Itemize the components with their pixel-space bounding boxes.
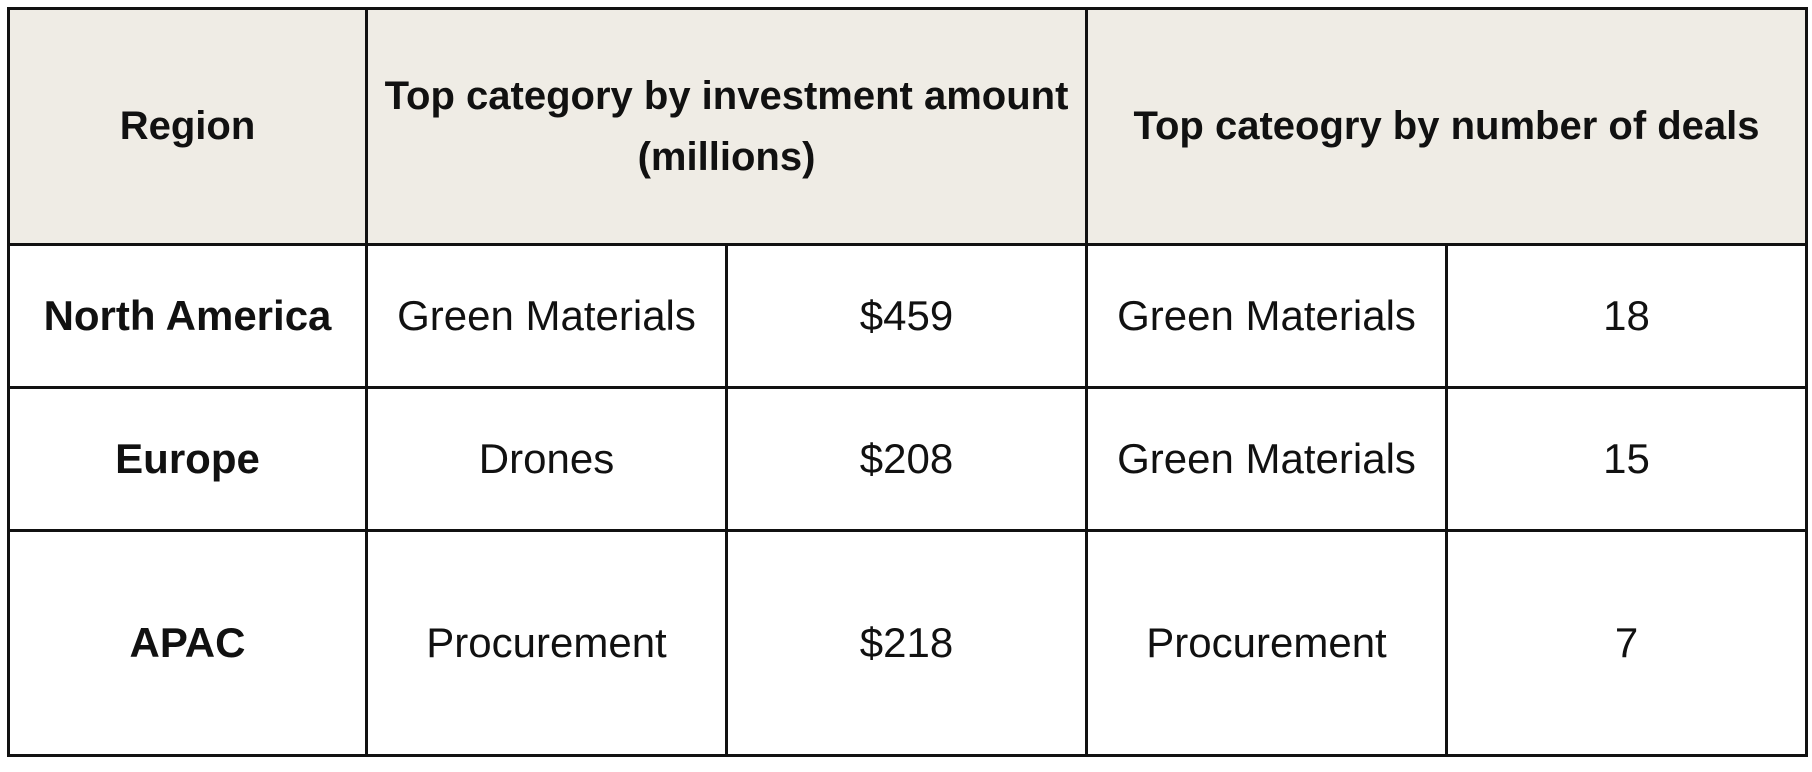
header-region: Region <box>7 7 368 246</box>
investment-category-cell: Procurement <box>365 529 728 757</box>
header-deals: Top cateogry by number of deals <box>1085 7 1809 246</box>
header-investment: Top category by investment amount (milli… <box>364 7 1089 246</box>
table-row: APAC Procurement $218 Procurement 7 <box>7 529 1809 757</box>
region-cell: APAC <box>7 529 368 757</box>
deals-category-cell: Green Materials <box>1085 243 1449 389</box>
header-row: Region Top category by investment amount… <box>7 7 1809 246</box>
investment-table-container: Region Top category by investment amount… <box>7 7 1809 757</box>
deals-count-cell: 15 <box>1445 386 1809 532</box>
investment-category-cell: Drones <box>365 386 728 532</box>
investment-category-cell: Green Materials <box>365 243 728 389</box>
table-row: North America Green Materials $459 Green… <box>7 243 1809 389</box>
deals-count-cell: 18 <box>1445 243 1809 389</box>
investment-table: Region Top category by investment amount… <box>7 7 1809 757</box>
investment-amount-cell: $208 <box>724 386 1089 532</box>
deals-category-cell: Green Materials <box>1085 386 1449 532</box>
region-cell: North America <box>7 243 368 389</box>
investment-amount-cell: $218 <box>724 529 1089 757</box>
investment-amount-cell: $459 <box>724 243 1089 389</box>
deals-count-cell: 7 <box>1445 529 1809 757</box>
deals-category-cell: Procurement <box>1085 529 1449 757</box>
table-row: Europe Drones $208 Green Materials 15 <box>7 386 1809 532</box>
region-cell: Europe <box>7 386 368 532</box>
